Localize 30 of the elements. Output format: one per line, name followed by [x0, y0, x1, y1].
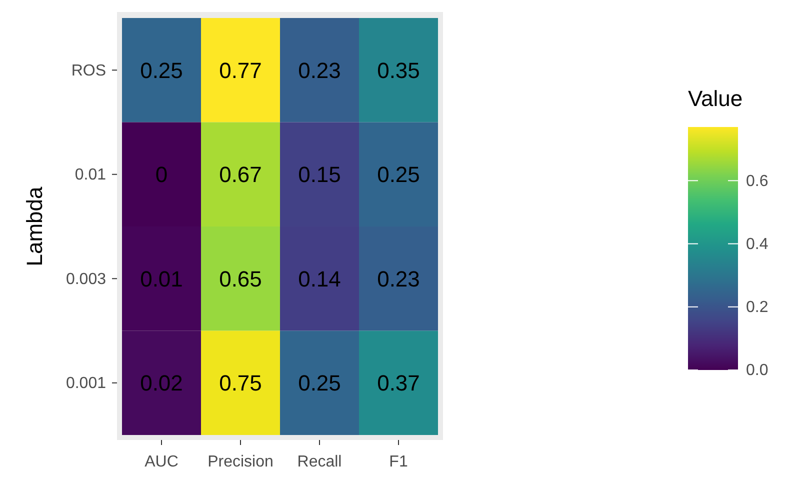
color-bar-title: Value — [688, 86, 743, 111]
data-label: 0.25 — [377, 162, 420, 188]
data-label: 0.67 — [219, 162, 262, 188]
color-bar-label: 0.2 — [746, 299, 768, 316]
color-bar-label: 0.6 — [746, 172, 768, 190]
color-bar-label: 0.4 — [746, 236, 768, 253]
data-label: 0.77 — [219, 58, 262, 83]
data-label: 0.23 — [298, 58, 341, 83]
color-bar-label: 0.0 — [746, 362, 768, 380]
y-axis-title: Lambda — [22, 186, 47, 266]
data-label: 0.25 — [140, 58, 183, 83]
data-label: 0.01 — [140, 266, 183, 292]
data-label: 0.65 — [219, 266, 262, 292]
y-tick-label: ROS — [71, 62, 106, 80]
data-label: 0.37 — [377, 370, 420, 396]
data-label: 0.35 — [377, 58, 420, 83]
data-label: 0.15 — [298, 162, 341, 188]
data-label: 0.75 — [219, 370, 262, 396]
data-label: 0.14 — [298, 266, 341, 292]
data-label: 0.02 — [140, 370, 183, 396]
x-tick-label: Recall — [297, 453, 342, 470]
x-tick-label: AUC — [144, 453, 178, 470]
data-label: 0 — [155, 162, 168, 188]
y-tick-label: 0.001 — [66, 374, 106, 392]
data-label: 0.25 — [298, 370, 341, 396]
y-tick-label: 0.003 — [66, 270, 106, 288]
x-tick-label: Precision — [208, 453, 274, 470]
y-tick-label: 0.01 — [74, 166, 106, 184]
data-label: 0.23 — [377, 266, 420, 292]
x-tick-label: F1 — [389, 453, 408, 470]
